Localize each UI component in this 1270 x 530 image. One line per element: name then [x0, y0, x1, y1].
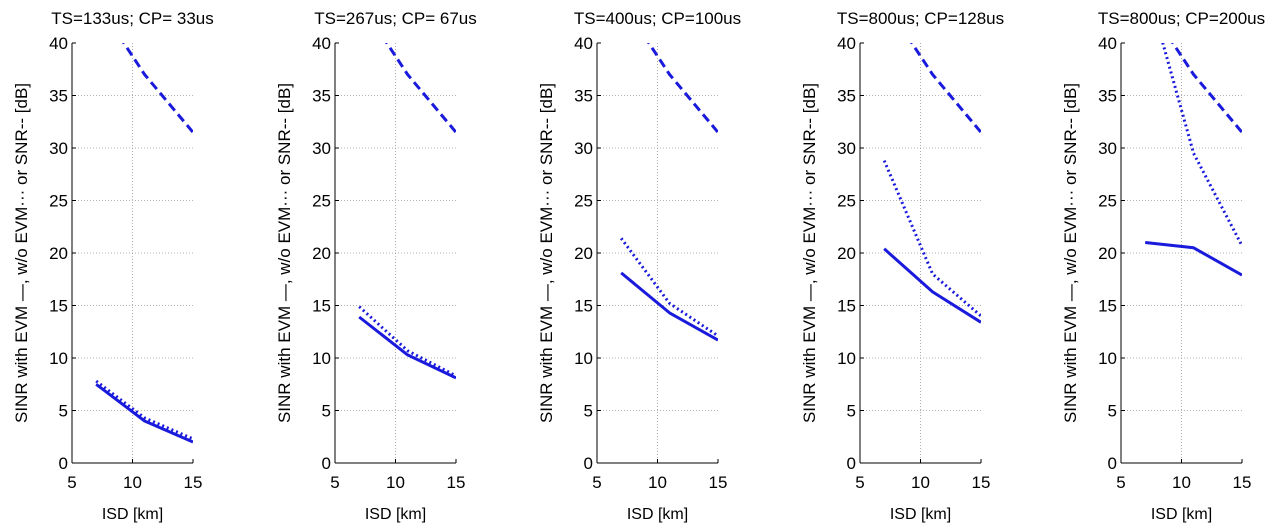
x-tick-label: 15	[972, 473, 991, 492]
y-tick-label: 35	[49, 87, 68, 106]
y-tick-label: 40	[574, 34, 593, 53]
y-tick-label: 20	[574, 244, 593, 263]
y-tick-label: 20	[312, 244, 331, 263]
x-tick-label: 10	[648, 473, 667, 492]
y-tick-label: 40	[1098, 34, 1117, 53]
y-tick-label: 10	[1098, 349, 1117, 368]
x-tick-label: 5	[855, 473, 864, 492]
y-tick-label: 35	[312, 87, 331, 106]
y-tick-label: 5	[847, 402, 856, 421]
series-line-solid	[1145, 241, 1242, 277]
y-tick-label: 35	[1098, 87, 1117, 106]
y-tick-label: 0	[1108, 454, 1117, 473]
chart-title: TS=400us; CP=100us	[574, 9, 741, 28]
series-line-dashed	[1171, 43, 1242, 134]
y-tick-label: 10	[837, 349, 856, 368]
chart-title: TS=133us; CP= 33us	[51, 9, 214, 28]
x-tick-label: 5	[592, 473, 601, 492]
y-tick-label: 25	[49, 192, 68, 211]
y-axis-label: SINR with EVM —, w/o EVM··· or SNR-- [dB…	[275, 83, 294, 423]
y-tick-label: 30	[837, 139, 856, 158]
y-tick-label: 25	[312, 192, 331, 211]
y-tick-label: 25	[837, 192, 856, 211]
y-tick-label: 5	[322, 402, 331, 421]
series-line-dashed	[122, 43, 193, 134]
x-tick-label: 15	[1233, 473, 1252, 492]
y-tick-label: 15	[1098, 297, 1117, 316]
x-axis-label: ISD [km]	[365, 506, 426, 523]
series-line-dashed	[385, 43, 456, 134]
x-tick-label: 15	[184, 473, 203, 492]
y-tick-label: 20	[837, 244, 856, 263]
y-tick-label: 15	[837, 297, 856, 316]
y-tick-label: 40	[49, 34, 68, 53]
x-tick-label: 10	[386, 473, 405, 492]
x-tick-label: 10	[123, 473, 142, 492]
x-tick-label: 5	[1116, 473, 1125, 492]
y-tick-label: 0	[584, 454, 593, 473]
y-tick-label: 35	[574, 87, 593, 106]
y-tick-label: 5	[1108, 402, 1117, 421]
chart-title: TS=800us; CP=128us	[837, 9, 1004, 28]
y-tick-label: 35	[837, 87, 856, 106]
x-tick-label: 10	[1172, 473, 1191, 492]
y-tick-label: 0	[322, 454, 331, 473]
y-tick-label: 20	[49, 244, 68, 263]
chart-title: TS=267us; CP= 67us	[314, 9, 477, 28]
x-tick-label: 5	[330, 473, 339, 492]
series-line-dashed	[647, 43, 718, 134]
y-tick-label: 0	[847, 454, 856, 473]
y-tick-label: 40	[837, 34, 856, 53]
y-tick-label: 10	[574, 349, 593, 368]
y-axis-label: SINR with EVM —, w/o EVM··· or SNR-- [dB…	[537, 83, 556, 423]
series-line-dashed	[910, 43, 981, 134]
x-tick-label: 5	[67, 473, 76, 492]
y-tick-label: 25	[1098, 192, 1117, 211]
y-tick-label: 5	[59, 402, 68, 421]
x-axis-label: ISD [km]	[627, 506, 688, 523]
y-tick-label: 5	[584, 402, 593, 421]
y-tick-label: 40	[312, 34, 331, 53]
y-tick-label: 0	[59, 454, 68, 473]
y-tick-label: 30	[49, 139, 68, 158]
x-tick-label: 10	[911, 473, 930, 492]
series-line-dotted	[95, 379, 193, 441]
series-line-solid	[358, 315, 456, 380]
x-axis-label: ISD [km]	[890, 506, 951, 523]
y-tick-label: 30	[1098, 139, 1117, 158]
x-tick-label: 15	[709, 473, 728, 492]
series-line-dotted	[358, 305, 456, 378]
y-tick-label: 10	[49, 349, 68, 368]
series-line-solid	[883, 247, 981, 324]
y-tick-label: 25	[574, 192, 593, 211]
y-tick-label: 15	[312, 297, 331, 316]
chart-title: TS=800us; CP=200us	[1098, 9, 1265, 28]
y-tick-label: 20	[1098, 244, 1117, 263]
y-axis-label: SINR with EVM —, w/o EVM··· or SNR-- [dB…	[800, 83, 819, 423]
y-tick-label: 30	[312, 139, 331, 158]
y-tick-label: 10	[312, 349, 331, 368]
x-tick-label: 15	[447, 473, 466, 492]
y-axis-label: SINR with EVM —, w/o EVM··· or SNR-- [dB…	[1061, 83, 1080, 423]
x-axis-label: ISD [km]	[1151, 506, 1212, 523]
series-line-dotted	[882, 160, 981, 318]
x-axis-label: ISD [km]	[102, 506, 163, 523]
y-axis-label: SINR with EVM —, w/o EVM··· or SNR-- [dB…	[12, 83, 31, 423]
series-line-solid	[95, 383, 193, 444]
series-line-dotted	[619, 237, 718, 338]
y-tick-label: 30	[574, 139, 593, 158]
series-line-dotted	[1161, 43, 1242, 247]
series-line-solid	[620, 271, 718, 342]
y-tick-label: 15	[574, 297, 593, 316]
y-tick-label: 15	[49, 297, 68, 316]
